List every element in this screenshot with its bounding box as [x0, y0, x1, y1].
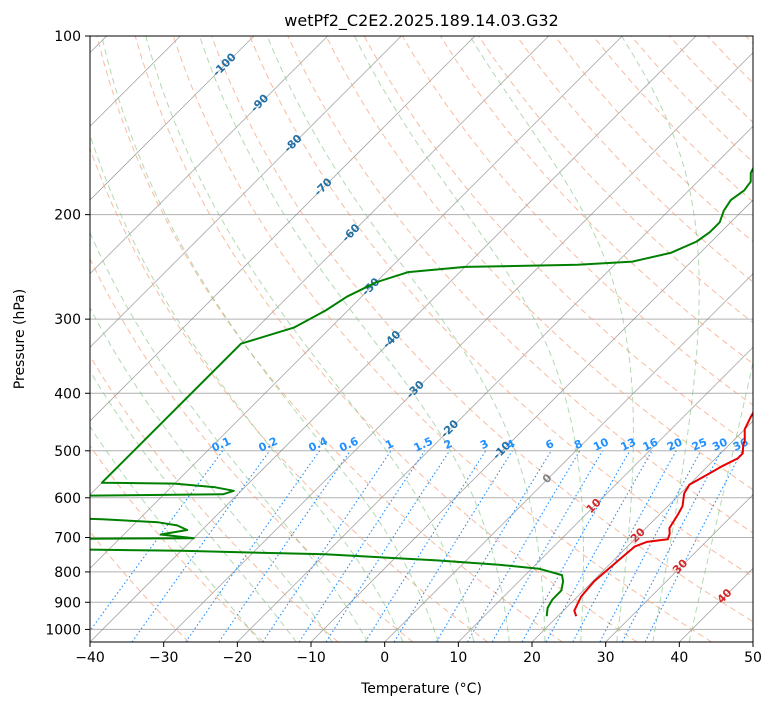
y-tick-label: 300 — [54, 312, 81, 328]
y-axis-label: Pressure (hPa) — [12, 289, 28, 389]
x-tick-label: 40 — [670, 650, 688, 666]
y-tick-label: 800 — [54, 565, 81, 581]
y-tick-label: 1000 — [45, 622, 81, 638]
x-tick-label: 30 — [597, 650, 615, 666]
x-tick-label: −10 — [296, 650, 326, 666]
x-tick-label: −20 — [223, 650, 253, 666]
y-tick-label: 900 — [54, 595, 81, 611]
y-tick-label: 500 — [54, 444, 81, 460]
x-tick-label: 0 — [380, 650, 389, 666]
y-tick-label: 700 — [54, 531, 81, 547]
x-tick-label: 10 — [449, 650, 467, 666]
y-tick-label: 200 — [54, 208, 81, 224]
x-tick-label: 20 — [523, 650, 541, 666]
y-tick-label: 600 — [54, 491, 81, 507]
x-tick-label: −30 — [149, 650, 179, 666]
x-axis-label: Temperature (°C) — [360, 681, 482, 697]
y-tick-label: 100 — [54, 29, 81, 45]
x-tick-label: 50 — [744, 650, 762, 666]
chart-title: wetPf2_C2E2.2025.189.14.03.G32 — [284, 11, 558, 31]
y-tick-label: 400 — [54, 386, 81, 402]
x-tick-label: −40 — [75, 650, 105, 666]
